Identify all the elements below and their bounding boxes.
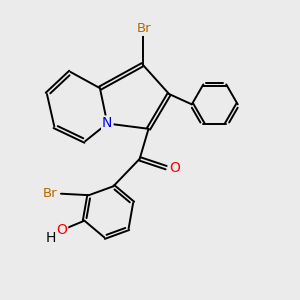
Text: O: O <box>169 161 180 175</box>
Text: Br: Br <box>43 187 57 200</box>
Text: Br: Br <box>137 22 152 35</box>
Text: H: H <box>46 231 56 245</box>
Text: N: N <box>102 116 112 130</box>
Text: O: O <box>56 223 67 237</box>
